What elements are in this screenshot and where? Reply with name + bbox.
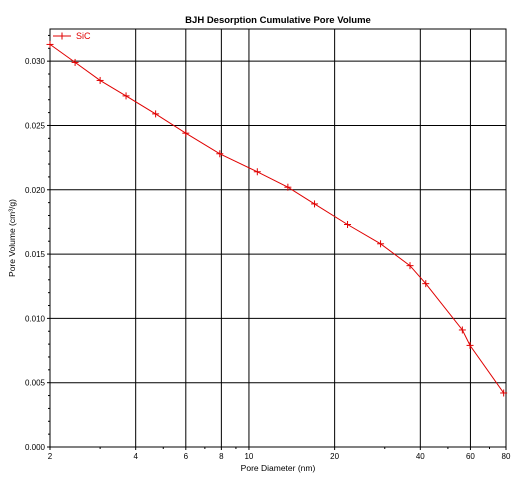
x-tick-label: 2 <box>48 452 53 461</box>
data-point-marker <box>377 240 385 248</box>
data-point-marker <box>216 150 224 158</box>
chart-title: BJH Desorption Cumulative Pore Volume <box>185 15 371 26</box>
data-point-marker <box>284 183 292 191</box>
data-point-marker <box>253 168 261 176</box>
y-tick-label: 0.005 <box>25 379 46 388</box>
y-axis-label: Pore Volume (cm³/g) <box>7 199 17 277</box>
data-point-marker <box>71 58 79 66</box>
data-point-marker <box>96 76 104 84</box>
y-tick-label: 0.020 <box>25 186 46 195</box>
data-point-marker <box>311 200 319 208</box>
x-tick-label: 6 <box>184 452 189 461</box>
data-point-marker <box>422 280 430 288</box>
data-point-marker <box>466 341 474 349</box>
data-point-marker <box>46 40 54 48</box>
y-tick-label: 0.025 <box>25 121 46 130</box>
y-tick-label: 0.015 <box>25 250 46 259</box>
data-point-marker <box>182 129 190 137</box>
x-tick-label: 4 <box>133 452 138 461</box>
x-tick-label: 20 <box>330 452 339 461</box>
x-tick-label: 8 <box>219 452 224 461</box>
x-tick-label: 60 <box>466 452 475 461</box>
x-tick-label: 10 <box>244 452 253 461</box>
grid <box>50 29 506 448</box>
data-point-marker <box>152 110 160 118</box>
axis-ticks: 2 4 6 8 10 20 40 60 80 0.000 0.005 0.010 0.015 0.020 0… <box>25 34 511 461</box>
x-tick-label: 80 <box>502 452 511 461</box>
y-tick-label: 0.010 <box>25 314 46 323</box>
x-axis-label: Pore Diameter (nm) <box>241 463 316 473</box>
data-point-marker <box>500 389 508 397</box>
legend-label-sic: SiC <box>76 31 91 41</box>
data-point-marker <box>344 220 352 228</box>
data-point-marker <box>458 326 466 334</box>
series-layer <box>46 40 508 397</box>
data-point-marker <box>122 92 130 100</box>
series-line-sic <box>49 43 505 394</box>
legend: SiC <box>53 31 91 41</box>
legend-marker-sic <box>58 32 66 40</box>
data-point-marker <box>406 262 414 270</box>
plot-frame <box>49 28 507 448</box>
y-tick-label: 0.000 <box>25 443 46 452</box>
x-tick-label: 40 <box>416 452 425 461</box>
y-tick-label: 0.030 <box>25 57 46 66</box>
